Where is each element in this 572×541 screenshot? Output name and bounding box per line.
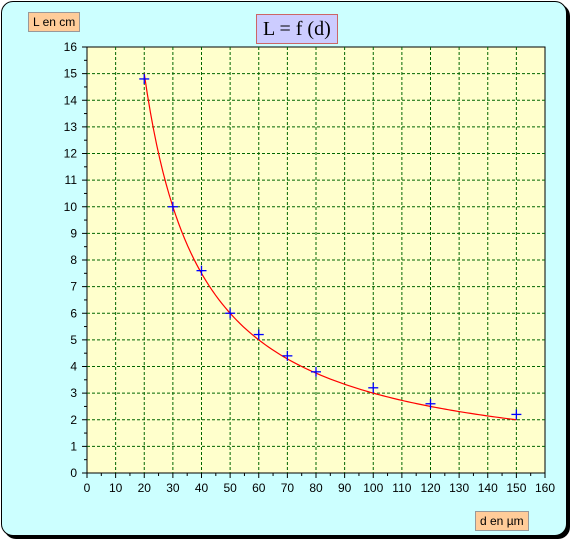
fit-curve bbox=[143, 73, 517, 421]
y-tick-label: 9 bbox=[70, 226, 77, 240]
grid bbox=[87, 47, 545, 473]
x-tick-label: 10 bbox=[109, 481, 123, 495]
x-tick-label: 50 bbox=[223, 481, 237, 495]
data-point bbox=[368, 382, 379, 393]
x-tick-label: 40 bbox=[195, 481, 209, 495]
y-tick-label: 4 bbox=[70, 360, 77, 374]
data-point bbox=[282, 350, 293, 361]
y-tick-label: 11 bbox=[65, 173, 78, 187]
data-point bbox=[253, 329, 264, 340]
x-tick-label: 80 bbox=[309, 481, 323, 495]
y-tick-label: 1 bbox=[70, 439, 77, 453]
axes: 0 10 20 30 40 50 60 70 80 90 100 110 120 130 140 150 160… bbox=[64, 40, 556, 495]
y-tick-label: 12 bbox=[64, 147, 78, 161]
x-tick-label: 110 bbox=[392, 481, 411, 495]
chart-title: L = f (d) bbox=[256, 14, 338, 44]
x-tick-label: 160 bbox=[535, 481, 555, 495]
y-axis-title: L en cm bbox=[28, 12, 81, 32]
x-tick-label: 100 bbox=[363, 481, 383, 495]
x-tick-label: 70 bbox=[281, 481, 295, 495]
x-tick-label: 90 bbox=[338, 481, 352, 495]
data-point bbox=[139, 73, 150, 84]
x-tick-label: 150 bbox=[506, 481, 526, 495]
x-tick-label: 130 bbox=[449, 481, 469, 495]
y-tick-label: 10 bbox=[64, 200, 78, 214]
y-tick-label: 7 bbox=[70, 280, 77, 294]
y-tick-label: 6 bbox=[70, 306, 77, 320]
y-tick-label: 2 bbox=[70, 413, 77, 427]
x-tick-label: 120 bbox=[420, 481, 440, 495]
data-point bbox=[196, 265, 207, 276]
data-point bbox=[425, 398, 436, 409]
x-tick-label: 140 bbox=[478, 481, 498, 495]
x-tick-label: 0 bbox=[84, 481, 91, 495]
y-tick-label: 15 bbox=[64, 67, 78, 81]
data-point bbox=[167, 201, 178, 212]
x-tick-label: 30 bbox=[166, 481, 180, 495]
data-point bbox=[225, 308, 236, 319]
y-tick-label: 0 bbox=[70, 466, 77, 480]
fit-curve-layer bbox=[143, 73, 517, 421]
x-tick-label: 60 bbox=[252, 481, 266, 495]
y-tick-label: 16 bbox=[64, 40, 78, 54]
data-point bbox=[311, 366, 321, 377]
y-tick-label: 13 bbox=[64, 120, 78, 134]
y-tick-label: 3 bbox=[70, 386, 77, 400]
data-points bbox=[139, 73, 522, 420]
y-tick-label: 14 bbox=[64, 93, 78, 107]
data-point bbox=[511, 409, 522, 420]
x-tick-label: 20 bbox=[138, 481, 152, 495]
x-axis-title: d en µm bbox=[475, 511, 529, 531]
y-tick-label: 5 bbox=[70, 333, 77, 347]
y-tick-label: 8 bbox=[70, 253, 77, 267]
